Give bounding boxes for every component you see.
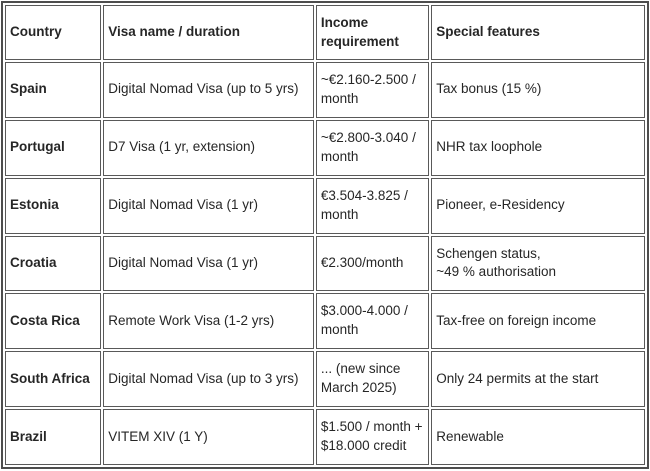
cell-country: Estonia	[5, 177, 102, 234]
cell-visa: Digital Nomad Visa (1 yr)	[103, 235, 314, 292]
cell-country: South Africa	[5, 351, 102, 408]
header-cell-country: Country	[5, 5, 102, 60]
cell-country: Costa Rica	[5, 293, 102, 350]
header-cell-visa: Visa name / duration	[103, 5, 314, 60]
cell-features: Only 24 permits at the start	[431, 351, 645, 408]
cell-visa: Remote Work Visa (1-2 yrs)	[103, 293, 314, 350]
cell-income: €2.300/month	[315, 235, 430, 292]
cell-visa: Digital Nomad Visa (up to 3 yrs)	[103, 351, 314, 408]
header-cell-income: Income requirement	[315, 5, 430, 60]
cell-features: Pioneer, e-Residency	[431, 177, 645, 234]
cell-visa: D7 Visa (1 yr, extension)	[103, 119, 314, 176]
header-cell-features: Special features	[431, 5, 645, 60]
cell-visa: Digital Nomad Visa (up to 5 yrs)	[103, 62, 314, 118]
cell-income: €3.504-3.825 / month	[315, 177, 430, 234]
cell-country: Croatia	[5, 235, 102, 292]
cell-features: Renewable	[431, 409, 645, 465]
table-row: Costa Rica Remote Work Visa (1-2 yrs) $3…	[5, 293, 645, 350]
cell-features: Schengen status, ~49 % authorisation	[431, 235, 645, 292]
table-row: Brazil VITEM XIV (1 Y) $1.500 / month + …	[5, 409, 645, 465]
table-row: South Africa Digital Nomad Visa (up to 3…	[5, 351, 645, 408]
table-row: Estonia Digital Nomad Visa (1 yr) €3.504…	[5, 177, 645, 234]
cell-income: ... (new since March 2025)	[315, 351, 430, 408]
cell-country: Portugal	[5, 119, 102, 176]
cell-income: ~€2.160-2.500 / month	[315, 62, 430, 118]
cell-visa: Digital Nomad Visa (1 yr)	[103, 177, 314, 234]
table-row: Spain Digital Nomad Visa (up to 5 yrs) ~…	[5, 62, 645, 118]
cell-income: ~€2.800-3.040 / month	[315, 119, 430, 176]
cell-country: Spain	[5, 62, 102, 118]
cell-country: Brazil	[5, 409, 102, 465]
cell-visa: VITEM XIV (1 Y)	[103, 409, 314, 465]
header-row: Country Visa name / duration Income requ…	[5, 5, 645, 60]
table-row: Portugal D7 Visa (1 yr, extension) ~€2.8…	[5, 119, 645, 176]
table-row: Croatia Digital Nomad Visa (1 yr) €2.300…	[5, 235, 645, 292]
cell-features: Tax-free on foreign income	[431, 293, 645, 350]
cell-features: Tax bonus (15 %)	[431, 62, 645, 118]
cell-income: $1.500 / month + $18.000 credit	[315, 409, 430, 465]
cell-features: NHR tax loophole	[431, 119, 645, 176]
cell-income: $3.000-4.000 / month	[315, 293, 430, 350]
